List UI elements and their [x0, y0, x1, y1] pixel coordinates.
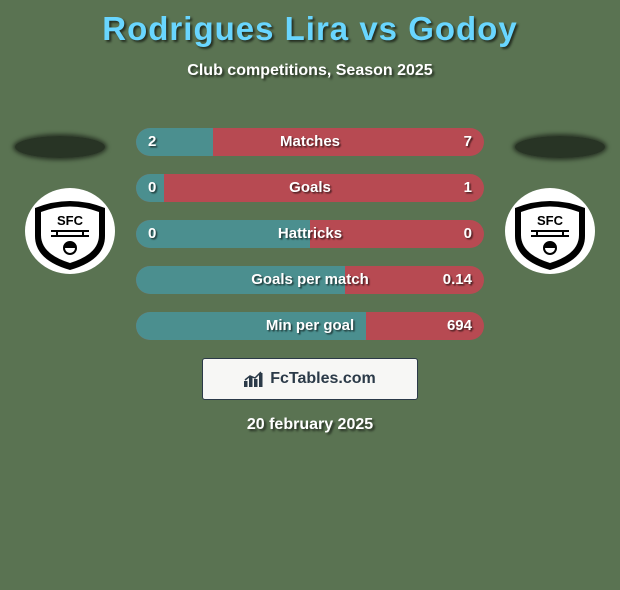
stat-bar-goals-per-match: Goals per match0.14 — [136, 266, 484, 294]
stat-label: Min per goal — [136, 312, 484, 340]
stat-right-value: 7 — [464, 128, 472, 156]
stat-right-value: 0 — [464, 220, 472, 248]
svg-text:SFC: SFC — [57, 213, 84, 228]
logo-text: FcTables.com — [270, 370, 376, 388]
fctables-logo: FcTables.com — [202, 358, 418, 400]
stat-label: Matches — [136, 128, 484, 156]
bar-chart-icon — [244, 371, 264, 387]
sfc-shield-icon: SFC — [505, 188, 595, 274]
page-title: Rodrigues Lira vs Godoy — [0, 10, 620, 48]
club-badge-right: SFC — [505, 188, 595, 274]
stat-label: Goals per match — [136, 266, 484, 294]
stat-right-value: 1 — [464, 174, 472, 202]
subtitle: Club competitions, Season 2025 — [0, 62, 620, 80]
svg-text:SFC: SFC — [537, 213, 564, 228]
stat-bar-min-per-goal: Min per goal694 — [136, 312, 484, 340]
comparison-bars: 2Matches70Goals10Hattricks0Goals per mat… — [136, 128, 484, 340]
badge-shadow-right — [515, 136, 605, 158]
date-text: 20 february 2025 — [0, 416, 620, 434]
club-badge-left: SFC — [25, 188, 115, 274]
stat-right-value: 0.14 — [443, 266, 472, 294]
stat-bar-matches: 2Matches7 — [136, 128, 484, 156]
stat-label: Hattricks — [136, 220, 484, 248]
stat-label: Goals — [136, 174, 484, 202]
sfc-shield-icon: SFC — [25, 188, 115, 274]
stat-right-value: 694 — [447, 312, 472, 340]
badge-shadow-left — [15, 136, 105, 158]
stat-bar-hattricks: 0Hattricks0 — [136, 220, 484, 248]
stat-bar-goals: 0Goals1 — [136, 174, 484, 202]
